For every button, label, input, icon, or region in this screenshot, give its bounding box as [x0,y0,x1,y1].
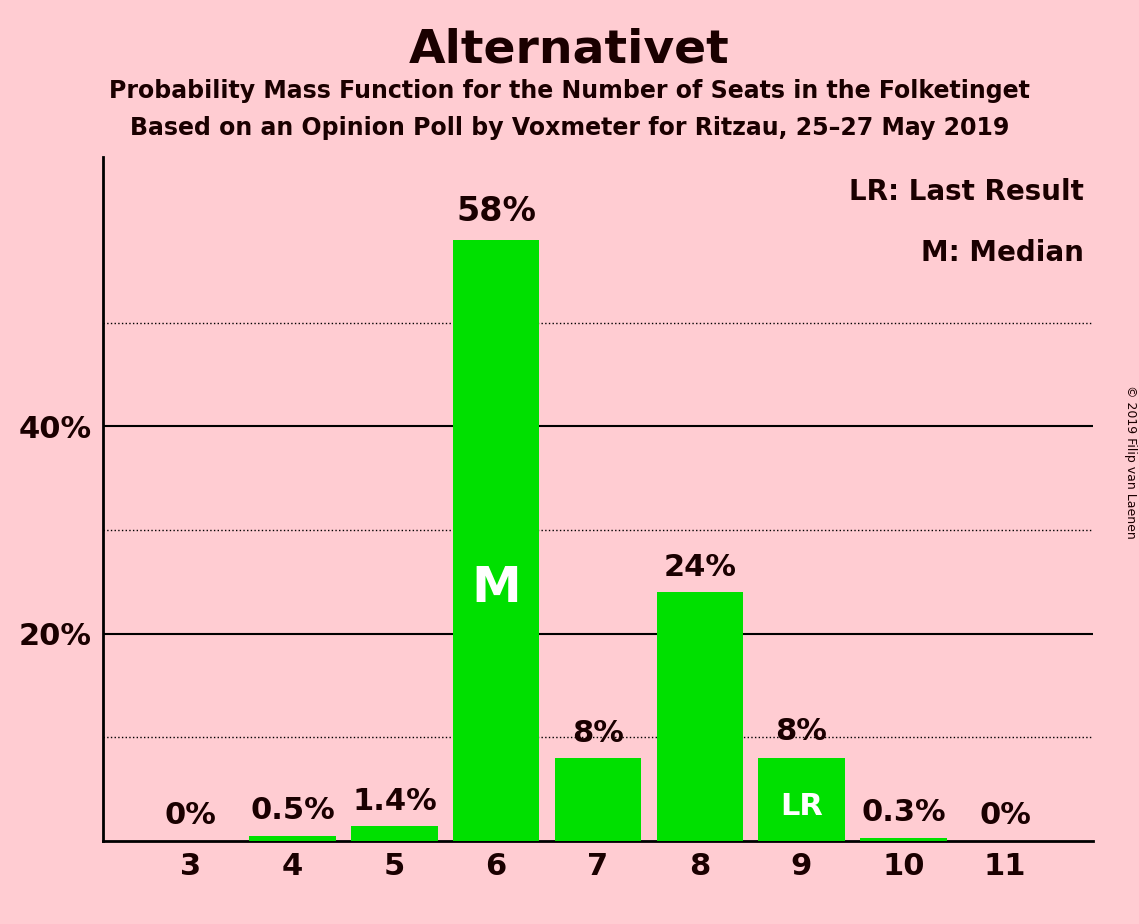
Bar [249,835,336,841]
Text: LR: LR [780,792,823,821]
Text: M: Median: M: Median [920,239,1083,267]
Text: 0%: 0% [980,801,1031,831]
Bar [759,758,845,841]
Bar [453,240,540,841]
Text: 8%: 8% [776,716,828,746]
Text: © 2019 Filip van Laenen: © 2019 Filip van Laenen [1124,385,1137,539]
Text: Alternativet: Alternativet [409,28,730,73]
Text: M: M [472,565,521,613]
Text: 0%: 0% [165,801,216,831]
Text: 58%: 58% [457,195,536,227]
Text: 0.3%: 0.3% [861,798,945,827]
Text: 8%: 8% [572,719,624,748]
Text: 1.4%: 1.4% [352,787,436,816]
Text: LR: Last Result: LR: Last Result [849,177,1083,206]
Bar [656,592,743,841]
Bar [860,838,947,841]
Text: Based on an Opinion Poll by Voxmeter for Ritzau, 25–27 May 2019: Based on an Opinion Poll by Voxmeter for… [130,116,1009,140]
Text: 24%: 24% [663,553,736,582]
Text: 0.5%: 0.5% [251,796,335,825]
Text: Probability Mass Function for the Number of Seats in the Folketinget: Probability Mass Function for the Number… [109,79,1030,103]
Bar [555,758,641,841]
Bar [351,826,437,841]
